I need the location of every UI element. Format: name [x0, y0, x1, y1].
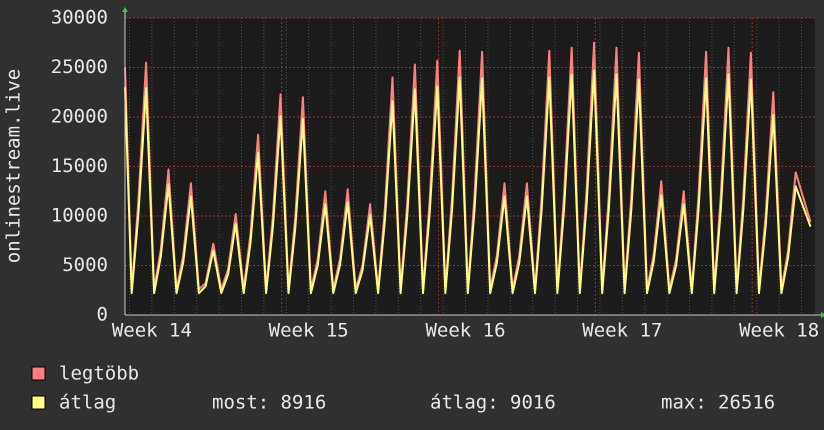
axis-arrow [122, 7, 128, 12]
stat-label: átlag: [430, 392, 499, 414]
legend-swatch [31, 395, 46, 410]
x-tick-label: Week 15 [269, 320, 349, 342]
x-tick-label: Week 18 [739, 320, 819, 342]
stat-label: most: [212, 392, 269, 414]
stat-value: 26516 [718, 392, 775, 414]
y-axis-label: onlinestream.live [3, 69, 25, 263]
axis-arrow [821, 312, 824, 318]
y-tick-label: 0 [97, 304, 108, 326]
x-tick-label: Week 17 [582, 320, 662, 342]
series-line [124, 69, 812, 295]
legend-swatch [31, 366, 46, 381]
y-tick-label: 20000 [51, 106, 108, 128]
stat-value: 8916 [281, 392, 327, 414]
legend-label: átlag [59, 392, 116, 414]
stat-value: 9016 [510, 392, 556, 414]
y-tick-label: 5000 [62, 254, 108, 276]
y-tick-label: 10000 [51, 205, 108, 227]
stat-label: max: [661, 392, 707, 414]
y-tick-label: 25000 [51, 56, 108, 78]
y-tick-label: 30000 [51, 7, 108, 29]
x-tick-label: Week 16 [425, 320, 505, 342]
y-tick-label: 15000 [51, 155, 108, 177]
legend-label: legtöbb [59, 363, 139, 385]
x-tick-label: Week 14 [112, 320, 192, 342]
